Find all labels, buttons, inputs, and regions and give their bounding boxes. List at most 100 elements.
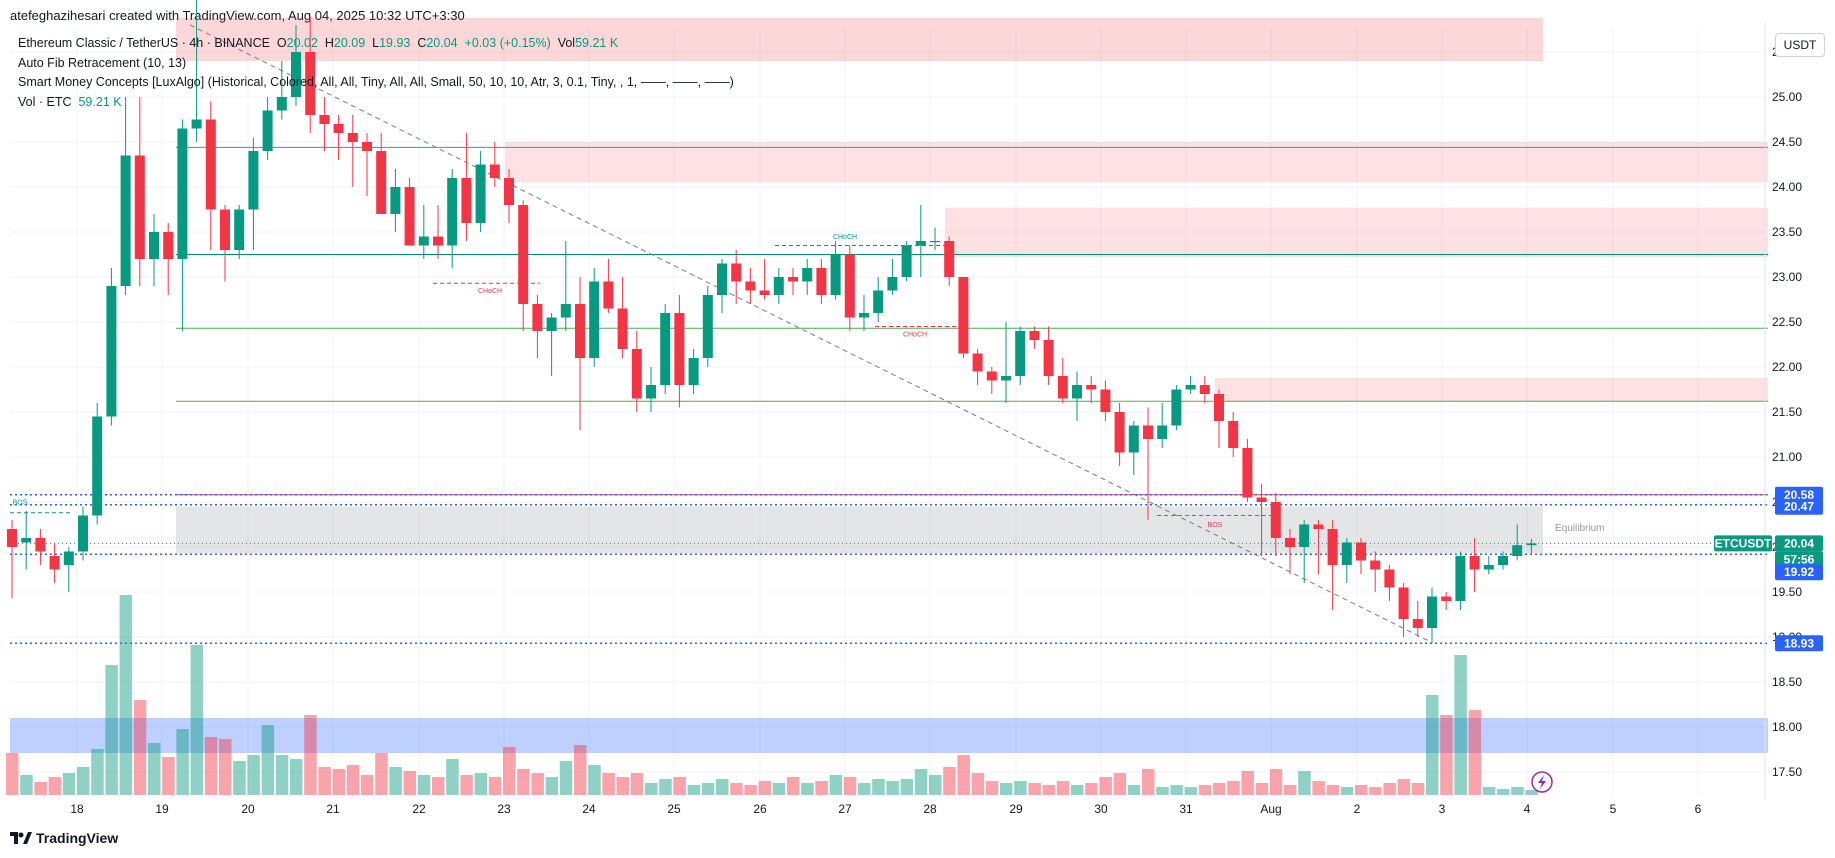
candle[interactable] xyxy=(106,268,117,426)
tradingview-logo[interactable]: TradingView xyxy=(10,830,118,846)
candle[interactable] xyxy=(1526,538,1537,554)
candle[interactable] xyxy=(1327,520,1338,610)
candle[interactable] xyxy=(986,367,997,394)
candle[interactable] xyxy=(248,137,259,251)
candle[interactable] xyxy=(191,0,202,142)
candle[interactable] xyxy=(1057,358,1068,403)
candle[interactable] xyxy=(163,223,174,295)
candle[interactable] xyxy=(1341,538,1352,583)
legend-fib-indicator[interactable]: Auto Fib Retracement (10, 13) xyxy=(18,55,187,70)
candle[interactable] xyxy=(1114,403,1125,466)
candle[interactable] xyxy=(1483,556,1494,574)
candle[interactable] xyxy=(447,169,458,268)
candle[interactable] xyxy=(1228,412,1239,457)
candle[interactable] xyxy=(1072,371,1082,422)
candle[interactable] xyxy=(220,205,230,282)
lightning-icon[interactable] xyxy=(1531,771,1553,793)
candle[interactable] xyxy=(944,236,955,287)
candle[interactable] xyxy=(1455,551,1466,611)
candle[interactable] xyxy=(1086,376,1097,403)
candle[interactable] xyxy=(915,205,926,277)
candle[interactable] xyxy=(546,313,557,376)
candle[interactable] xyxy=(1370,551,1381,593)
candle[interactable] xyxy=(149,214,159,286)
legend-volume-indicator[interactable]: Vol · ETC 59.21 K xyxy=(18,93,734,113)
candle[interactable] xyxy=(1157,403,1168,448)
candle[interactable] xyxy=(1015,326,1026,386)
candle[interactable] xyxy=(1384,565,1395,601)
candle[interactable] xyxy=(276,61,287,120)
candle[interactable] xyxy=(1469,538,1480,592)
candle[interactable] xyxy=(305,16,316,133)
legend-smc-indicator[interactable]: Smart Money Concepts [LuxAlgo] (Historic… xyxy=(18,75,734,89)
candle[interactable] xyxy=(92,403,103,525)
candle[interactable] xyxy=(1029,326,1040,350)
candle[interactable] xyxy=(177,119,188,332)
candle[interactable] xyxy=(1256,484,1267,556)
candle[interactable] xyxy=(560,241,571,331)
candle[interactable] xyxy=(1143,407,1153,521)
candle[interactable] xyxy=(844,245,855,332)
candle[interactable] xyxy=(1299,520,1310,583)
candle[interactable] xyxy=(816,259,827,304)
candle[interactable] xyxy=(1128,421,1139,475)
fib-trendline[interactable] xyxy=(189,24,1431,642)
candle[interactable] xyxy=(702,286,713,367)
candle[interactable] xyxy=(674,295,685,408)
candle[interactable] xyxy=(120,97,131,295)
candle[interactable] xyxy=(404,178,415,246)
candle[interactable] xyxy=(291,25,301,106)
candle[interactable] xyxy=(461,133,472,241)
candle[interactable] xyxy=(901,241,912,282)
candle[interactable] xyxy=(759,259,770,300)
currency-unit-button[interactable]: USDT xyxy=(1775,33,1825,57)
candle[interactable] xyxy=(731,250,742,304)
candle[interactable] xyxy=(589,268,600,367)
candle[interactable] xyxy=(532,295,543,358)
candle[interactable] xyxy=(1214,389,1224,449)
candle[interactable] xyxy=(390,169,401,232)
candle[interactable] xyxy=(646,367,656,412)
candle[interactable] xyxy=(660,304,671,394)
candle[interactable] xyxy=(376,133,387,214)
candle[interactable] xyxy=(1270,493,1281,556)
candle[interactable] xyxy=(21,511,32,570)
candle[interactable] xyxy=(1185,376,1196,394)
candle[interactable] xyxy=(362,133,372,196)
candle[interactable] xyxy=(603,259,614,313)
candle[interactable] xyxy=(717,259,727,313)
candle[interactable] xyxy=(1001,322,1011,403)
candle[interactable] xyxy=(78,506,88,561)
candle[interactable] xyxy=(262,97,273,160)
candle[interactable] xyxy=(1512,524,1523,561)
candle[interactable] xyxy=(930,227,940,251)
candle[interactable] xyxy=(333,115,344,160)
candle[interactable] xyxy=(887,259,898,295)
candle[interactable] xyxy=(972,349,983,385)
candle[interactable] xyxy=(1171,385,1182,430)
candle[interactable] xyxy=(745,268,756,304)
candle[interactable] xyxy=(1412,601,1423,637)
candle[interactable] xyxy=(35,529,46,565)
candle[interactable] xyxy=(1356,538,1366,574)
candle[interactable] xyxy=(49,542,60,584)
candle[interactable] xyxy=(1427,587,1437,644)
candle[interactable] xyxy=(1100,380,1111,422)
candle[interactable] xyxy=(504,169,514,223)
candle[interactable] xyxy=(134,97,145,286)
candle[interactable] xyxy=(1199,376,1210,403)
candle[interactable] xyxy=(1498,551,1508,570)
candle[interactable] xyxy=(575,277,585,430)
candle[interactable] xyxy=(830,241,841,300)
candle[interactable] xyxy=(1313,520,1324,574)
candle[interactable] xyxy=(802,259,813,295)
candle[interactable] xyxy=(958,277,969,358)
candle[interactable] xyxy=(63,547,74,592)
candle[interactable] xyxy=(234,205,245,259)
candle[interactable] xyxy=(475,151,486,232)
candle[interactable] xyxy=(205,101,216,251)
candle[interactable] xyxy=(873,277,884,322)
candle[interactable] xyxy=(418,205,429,259)
candle[interactable] xyxy=(1242,439,1253,502)
